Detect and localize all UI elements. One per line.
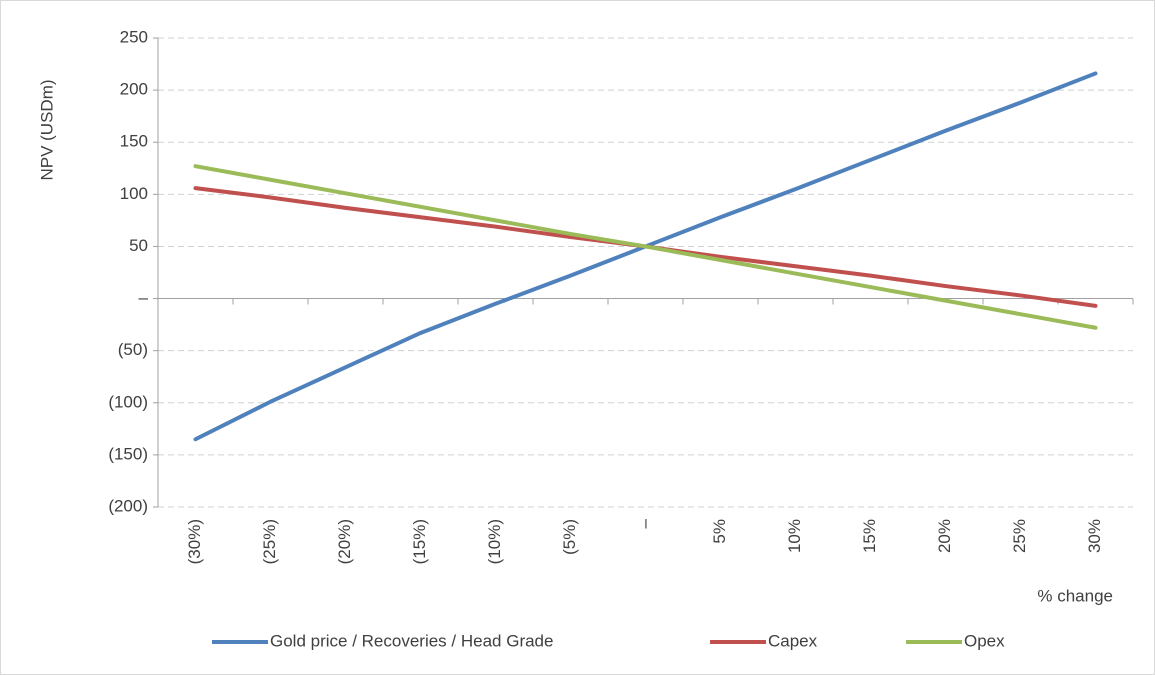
y-tick-label: 150 [120, 132, 148, 151]
y-tick-label: (150) [108, 444, 148, 463]
y-tick-label: 200 [120, 80, 148, 99]
x-tick-label: (10%) [485, 519, 504, 564]
y-tick-label: – [139, 288, 149, 307]
y-tick-label: 50 [129, 236, 148, 255]
x-tick-label: (5%) [560, 519, 579, 555]
x-tick-label: 15% [860, 519, 879, 553]
legend-label: Capex [768, 631, 818, 650]
legend-label: Gold price / Recoveries / Head Grade [270, 631, 553, 650]
y-axis-title: NPV (USDm) [37, 79, 56, 180]
series-line [193, 164, 1098, 330]
x-tick-label: 20% [935, 519, 954, 553]
x-tick-label: (30%) [185, 519, 204, 564]
y-tick-label: (100) [108, 392, 148, 411]
x-tick-label: (15%) [410, 519, 429, 564]
x-tick-label: 30% [1085, 519, 1104, 553]
legend-label: Opex [964, 631, 1005, 650]
x-tick-label: (20%) [335, 519, 354, 564]
x-tick-label: 5% [710, 519, 729, 544]
y-tick-label: 100 [120, 184, 148, 203]
x-tick-label: – [635, 518, 654, 528]
x-axis-title: % change [1037, 586, 1113, 605]
x-tick-label: (25%) [260, 519, 279, 564]
y-tick-label: (50) [118, 340, 148, 359]
x-tick-label: 25% [1010, 519, 1029, 553]
y-tick-label: 250 [120, 27, 148, 46]
y-tick-label: (200) [108, 496, 148, 515]
x-tick-label: 10% [785, 519, 804, 553]
